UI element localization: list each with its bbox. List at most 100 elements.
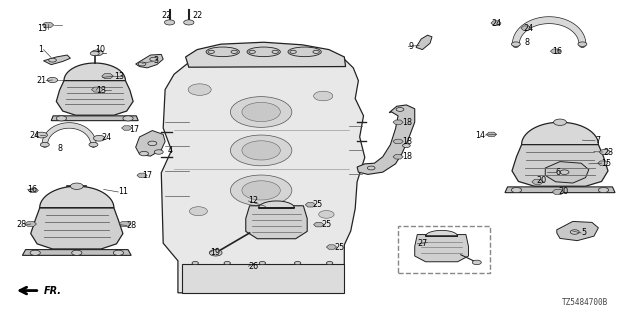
Circle shape: [242, 141, 280, 160]
Circle shape: [313, 50, 319, 53]
Circle shape: [403, 144, 410, 148]
Circle shape: [294, 261, 301, 265]
Text: 16: 16: [552, 47, 562, 56]
Circle shape: [242, 181, 280, 200]
Text: 7: 7: [595, 136, 600, 145]
Polygon shape: [557, 221, 598, 241]
Polygon shape: [119, 221, 131, 227]
Circle shape: [36, 132, 47, 138]
Circle shape: [326, 261, 333, 265]
Polygon shape: [136, 54, 163, 68]
Polygon shape: [486, 132, 497, 137]
Text: 13: 13: [114, 72, 124, 81]
Polygon shape: [161, 46, 365, 293]
Text: 17: 17: [129, 125, 140, 134]
Circle shape: [242, 102, 280, 122]
Circle shape: [90, 51, 99, 56]
Text: 4: 4: [168, 146, 173, 155]
Circle shape: [208, 50, 214, 53]
Polygon shape: [122, 126, 132, 130]
Polygon shape: [416, 35, 432, 50]
Polygon shape: [415, 235, 468, 262]
Circle shape: [113, 250, 124, 255]
Polygon shape: [137, 173, 147, 178]
Text: 13: 13: [96, 86, 106, 95]
Text: TZ5484700B: TZ5484700B: [562, 298, 608, 307]
Polygon shape: [326, 245, 337, 249]
Polygon shape: [393, 139, 403, 144]
Circle shape: [272, 50, 278, 53]
Ellipse shape: [288, 47, 321, 57]
Polygon shape: [51, 116, 138, 121]
Circle shape: [93, 135, 105, 141]
Polygon shape: [357, 105, 415, 174]
Circle shape: [188, 84, 211, 95]
Text: FR.: FR.: [44, 285, 61, 296]
Text: 28: 28: [127, 221, 137, 230]
Text: 8: 8: [58, 144, 63, 153]
Polygon shape: [31, 208, 123, 249]
Polygon shape: [598, 161, 608, 165]
Polygon shape: [314, 222, 324, 227]
Text: 11: 11: [118, 188, 129, 196]
Polygon shape: [491, 21, 501, 25]
Circle shape: [148, 141, 157, 146]
Circle shape: [209, 250, 222, 256]
Text: 23: 23: [603, 148, 613, 156]
Polygon shape: [64, 63, 125, 81]
Circle shape: [511, 42, 520, 46]
Circle shape: [30, 250, 40, 255]
Ellipse shape: [206, 47, 239, 57]
Circle shape: [319, 211, 334, 218]
Text: 10: 10: [95, 45, 105, 54]
Polygon shape: [182, 264, 344, 293]
Polygon shape: [393, 120, 403, 124]
Polygon shape: [42, 22, 54, 28]
Circle shape: [598, 188, 609, 193]
Text: 12: 12: [248, 196, 259, 205]
Polygon shape: [545, 162, 589, 183]
Ellipse shape: [247, 47, 280, 57]
Text: 5: 5: [581, 228, 586, 237]
Polygon shape: [136, 131, 165, 156]
Circle shape: [123, 116, 133, 121]
Text: 15: 15: [602, 159, 612, 168]
Circle shape: [70, 183, 83, 189]
Circle shape: [138, 62, 146, 66]
Polygon shape: [521, 26, 531, 30]
Polygon shape: [92, 87, 103, 92]
Polygon shape: [102, 74, 113, 79]
Circle shape: [189, 207, 207, 216]
Polygon shape: [426, 230, 458, 236]
Text: 20: 20: [558, 188, 568, 196]
Text: 3: 3: [154, 56, 159, 65]
Text: 24: 24: [524, 24, 534, 33]
Circle shape: [184, 20, 194, 25]
Circle shape: [472, 260, 481, 265]
Text: 21: 21: [36, 76, 46, 85]
Circle shape: [396, 108, 404, 111]
Circle shape: [92, 50, 103, 56]
Circle shape: [192, 261, 198, 265]
Circle shape: [56, 116, 67, 121]
Polygon shape: [246, 206, 307, 239]
Circle shape: [154, 150, 163, 154]
Text: 8: 8: [525, 38, 530, 47]
Polygon shape: [393, 155, 403, 159]
Polygon shape: [25, 221, 36, 227]
Text: 27: 27: [417, 239, 428, 248]
Text: 18: 18: [402, 152, 412, 161]
Text: 24: 24: [101, 133, 111, 142]
Polygon shape: [522, 122, 598, 145]
Circle shape: [224, 261, 230, 265]
Text: 26: 26: [248, 262, 259, 271]
Text: 22: 22: [192, 11, 202, 20]
Text: 17: 17: [142, 171, 152, 180]
Circle shape: [249, 50, 255, 53]
Circle shape: [554, 119, 566, 125]
Text: 18: 18: [402, 118, 412, 127]
Text: 20: 20: [536, 176, 547, 185]
Circle shape: [230, 135, 292, 166]
Circle shape: [259, 261, 266, 265]
Circle shape: [150, 57, 157, 61]
